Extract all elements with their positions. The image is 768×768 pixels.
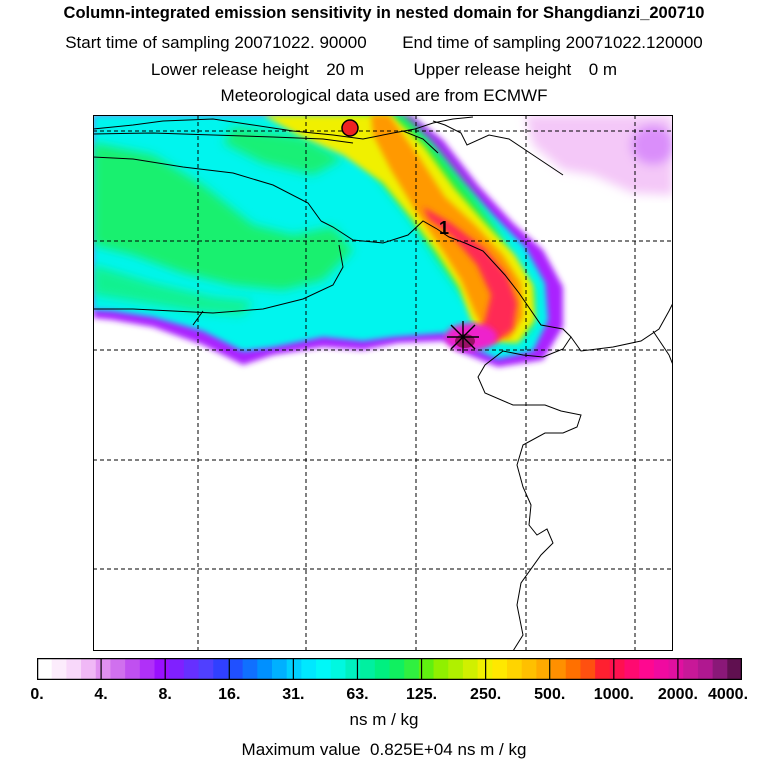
colorbar-swatch (110, 658, 126, 680)
colorbar-swatch (345, 658, 361, 680)
colorbar-tick-label: 2000. (657, 686, 698, 703)
colorbar-swatch (418, 658, 435, 680)
colorbar-tick-label: 0. (30, 686, 44, 703)
colorbar-swatch (286, 658, 302, 680)
lat-lon-grid (93, 115, 673, 651)
colorbar-swatch (227, 658, 244, 680)
colorbar-swatch (507, 658, 523, 680)
start-time-label: Start time of sampling (65, 33, 230, 52)
colorbar-swatch (565, 658, 582, 680)
colorbar-swatch (213, 658, 229, 680)
colorbar-border (37, 658, 742, 680)
sampling-time-line: Start time of sampling 20071022. 90000 E… (0, 33, 768, 53)
colorbar-swatch (139, 658, 156, 680)
colorbar-swatch (639, 658, 655, 680)
colorbar-units: ns m / kg (349, 710, 419, 729)
colorbar-swatch (683, 658, 699, 680)
colorbar-swatch (169, 658, 185, 680)
colorbar-swatch (712, 658, 728, 680)
colorbar-swatch (374, 658, 391, 680)
colorbar-tick-label: 8. (158, 686, 172, 703)
colorbar-swatch (360, 658, 376, 680)
maximum-value-line: Maximum value 0.825E+04 ns m / kg (0, 740, 768, 760)
max-value-number: 0.825E+04 (370, 740, 453, 759)
colorbar-swatch (448, 658, 464, 680)
colorbar-swatch (404, 658, 420, 680)
colorbar-swatch (198, 658, 214, 680)
colorbar-tick-label: 31. (282, 686, 305, 703)
colorbar-swatch (521, 658, 537, 680)
colorbar-tick-label: 4. (94, 686, 108, 703)
colorbar-swatch (125, 658, 141, 680)
faint-sensitivity-region (525, 115, 673, 195)
colorbar-swatch (595, 658, 611, 680)
colorbar-swatch (272, 658, 288, 680)
colorbar-swatch (668, 658, 684, 680)
colorbar-swatch (154, 658, 170, 680)
release-height-line: Lower release height 20 m Upper release … (0, 60, 768, 80)
colorbar-swatch (301, 658, 317, 680)
max-value-units: ns m / kg (457, 740, 527, 759)
colorbar-swatch (727, 658, 742, 680)
end-time-value: 20071022.120000 (565, 33, 703, 52)
colorbar-swatch (697, 658, 714, 680)
plume-red-ridge (423, 207, 517, 343)
colorbar-swatch (183, 658, 200, 680)
colorbar-swatch (257, 658, 273, 680)
colorbar-swatch (81, 658, 97, 680)
colorbar-swatch (37, 658, 53, 680)
colorbar-swatch (242, 658, 258, 680)
lower-height-label: Lower release height (150, 60, 309, 79)
colorbar (37, 658, 742, 680)
colorbar-tick-label: 63. (346, 686, 369, 703)
end-time-label: End time of sampling (402, 33, 561, 52)
chart-title: Column-integrated emission sensitivity i… (63, 4, 705, 22)
colorbar-tick-label: 16. (218, 686, 241, 703)
colorbar-swatch (462, 658, 479, 680)
colorbar-swatch (492, 658, 508, 680)
start-time-value: 20071022. 90000 (234, 33, 367, 52)
colorbar-swatch (316, 658, 332, 680)
colorbar-swatch (609, 658, 626, 680)
release-site-marker (341, 119, 359, 137)
colorbar-swatch (536, 658, 552, 680)
colorbar-tick-label: 1000. (593, 686, 634, 703)
colorbar-swatch (653, 658, 670, 680)
upper-height-label: Upper release height (413, 60, 572, 79)
colorbar-tick-label: 4000. (707, 686, 749, 703)
colorbar-tick-label: 500. (534, 686, 566, 703)
colorbar-swatch (330, 658, 347, 680)
met-data-line: Meteorological data used are from ECMWF (220, 86, 548, 105)
coastlines (93, 116, 673, 651)
max-value-label: Maximum value (241, 740, 361, 759)
colorbar-swatch (95, 658, 112, 680)
colorbar-swatch (51, 658, 67, 680)
colorbar-swatch (580, 658, 596, 680)
colorbar-swatch (433, 658, 449, 680)
upper-height-value: 0 m (588, 60, 618, 79)
lower-height-value: 20 m (326, 60, 364, 79)
receptor-star-marker (447, 321, 479, 353)
colorbar-tick-label: 250. (470, 686, 502, 703)
colorbar-swatch (551, 658, 567, 680)
cluster-number-label: 1 (439, 218, 449, 238)
colorbar-swatch (624, 658, 640, 680)
sensitivity-map: 1 (93, 115, 673, 651)
colorbar-tick-label: 125. (405, 686, 438, 703)
colorbar-swatch (66, 658, 82, 680)
colorbar-swatch (389, 658, 405, 680)
